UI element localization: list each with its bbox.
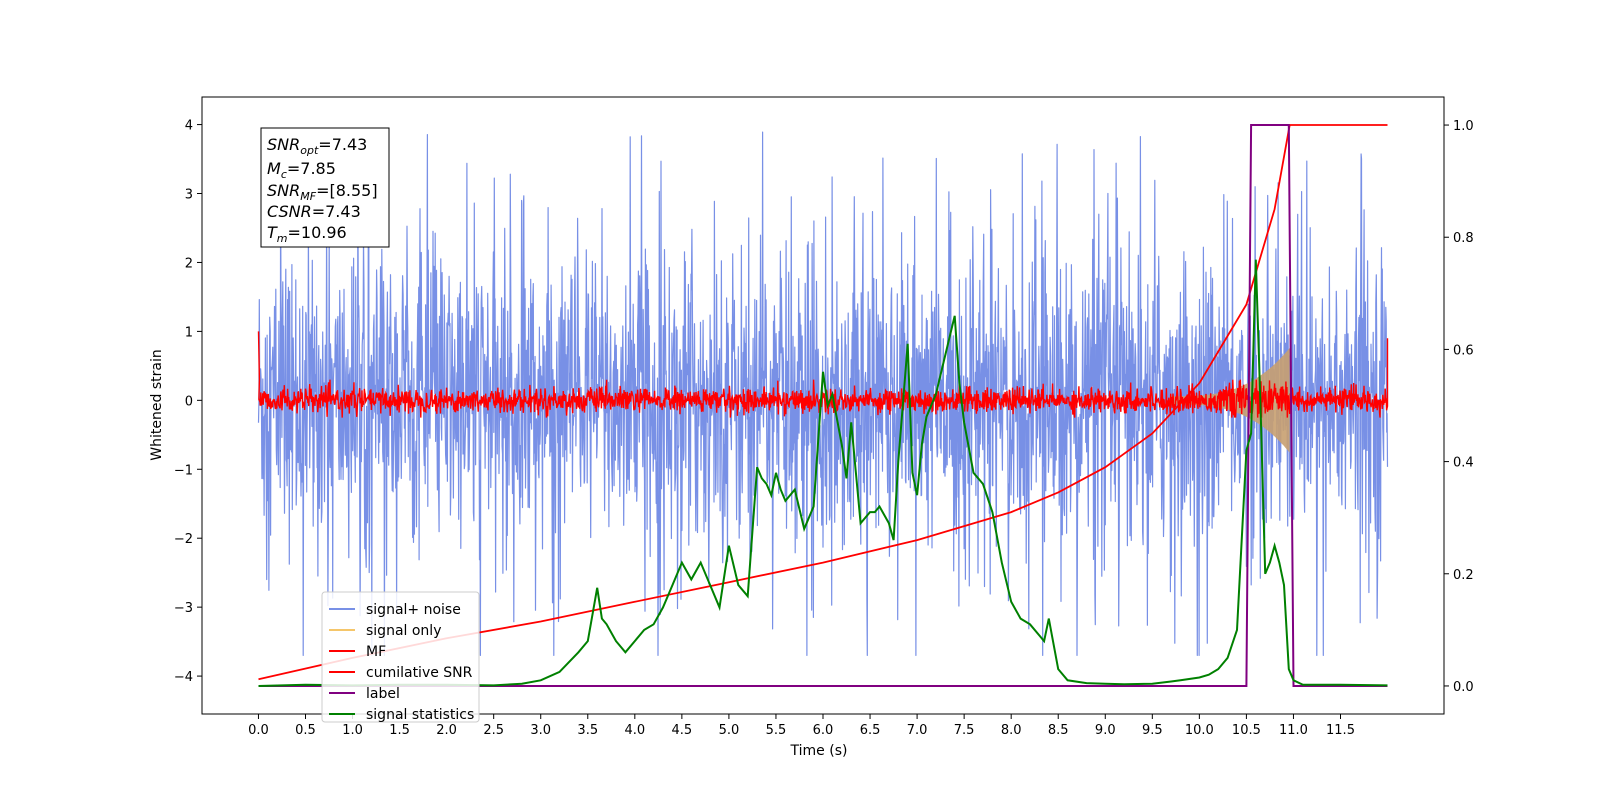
legend-label: signal+ noise (366, 602, 461, 618)
x-tick-label: 10.0 (1185, 723, 1214, 738)
legend-frame (321, 591, 480, 723)
y-tick-label: 3 (185, 188, 193, 203)
y-tick-label: −2 (174, 532, 193, 547)
x-tick-label: 9.5 (1142, 723, 1163, 738)
x-tick-label: 1.5 (389, 723, 410, 738)
y-axis-right: 1.0 0.8 0.6 0.4 0.2 0.0 (1444, 119, 1474, 695)
info-csnr: CSNR=7.43 (267, 202, 361, 221)
y2-tick-label: 1.0 (1453, 119, 1474, 134)
x-tick-label: 9.0 (1095, 723, 1116, 738)
info-box: SNRopt=7.43 Mc=7.85 SNRMF=[8.55] CSNR=7.… (260, 127, 390, 248)
y-tick-label: 2 (185, 256, 193, 271)
y-tick-label: −4 (174, 670, 193, 685)
y2-tick-label: 0.0 (1453, 680, 1474, 695)
info-merger-time: Tm=10.96 (267, 223, 347, 245)
x-tick-label: 3.0 (530, 723, 551, 738)
x-axis-label: Time (s) (790, 743, 848, 759)
x-tick-label: 0.5 (295, 723, 316, 738)
legend-label: label (366, 686, 400, 702)
series-signal-noise (257, 131, 1389, 656)
plot-area (257, 124, 1389, 687)
info-snr-mf: SNRMF=[8.55] (267, 181, 378, 203)
x-tick-label: 2.5 (483, 723, 504, 738)
y-tick-label: 4 (185, 119, 193, 134)
legend: signal+ noise signal only MF cumilative SNR… (321, 591, 480, 723)
x-tick-label: 4.5 (672, 723, 693, 738)
x-tick-label: 10.5 (1232, 723, 1261, 738)
y2-tick-label: 0.6 (1453, 343, 1474, 358)
legend-label: signal only (366, 623, 441, 639)
x-tick-label: 5.0 (719, 723, 740, 738)
x-tick-label: 6.5 (860, 723, 881, 738)
x-tick-label: 7.0 (907, 723, 928, 738)
x-tick-label: 11.5 (1326, 723, 1355, 738)
x-axis: 0.0 0.5 1.0 1.5 2.0 2.5 3.0 3.5 4.0 4.5 5.0 5.5 6.0 6… (248, 714, 1355, 738)
info-snr-opt: SNRopt=7.43 (267, 135, 367, 157)
y-tick-label: 0 (185, 394, 193, 409)
y-tick-label: −3 (174, 601, 193, 616)
x-tick-label: 3.5 (577, 723, 598, 738)
x-tick-label: 2.0 (436, 723, 457, 738)
x-tick-label: 1.0 (342, 723, 363, 738)
x-tick-label: 8.0 (1001, 723, 1022, 738)
info-box-frame (260, 127, 390, 248)
y2-tick-label: 0.2 (1453, 568, 1474, 583)
series-signal-statistics (258, 259, 1388, 687)
series-label (258, 124, 1388, 687)
x-tick-label: 7.5 (954, 723, 975, 738)
series-mf (257, 331, 1389, 418)
x-tick-label: 4.0 (624, 723, 645, 738)
legend-label: signal statistics (366, 707, 474, 723)
y-axis-label: Whitened strain (149, 349, 165, 460)
x-tick-label: 8.5 (1048, 723, 1069, 738)
x-tick-label: 11.0 (1279, 723, 1308, 738)
x-tick-label: 6.0 (813, 723, 834, 738)
y2-tick-label: 0.4 (1453, 456, 1474, 471)
x-tick-label: 0.0 (248, 723, 269, 738)
y-tick-label: 1 (185, 325, 193, 340)
y-tick-label: −1 (174, 463, 193, 478)
legend-label: cumilative SNR (366, 665, 473, 681)
y-axis-left: 4 3 2 1 0 −1 −2 −3 −4 (174, 119, 202, 685)
x-tick-label: 5.5 (766, 723, 787, 738)
y2-tick-label: 0.8 (1453, 231, 1474, 246)
legend-label: MF (366, 644, 386, 660)
info-chirp-mass: Mc=7.85 (267, 159, 336, 181)
